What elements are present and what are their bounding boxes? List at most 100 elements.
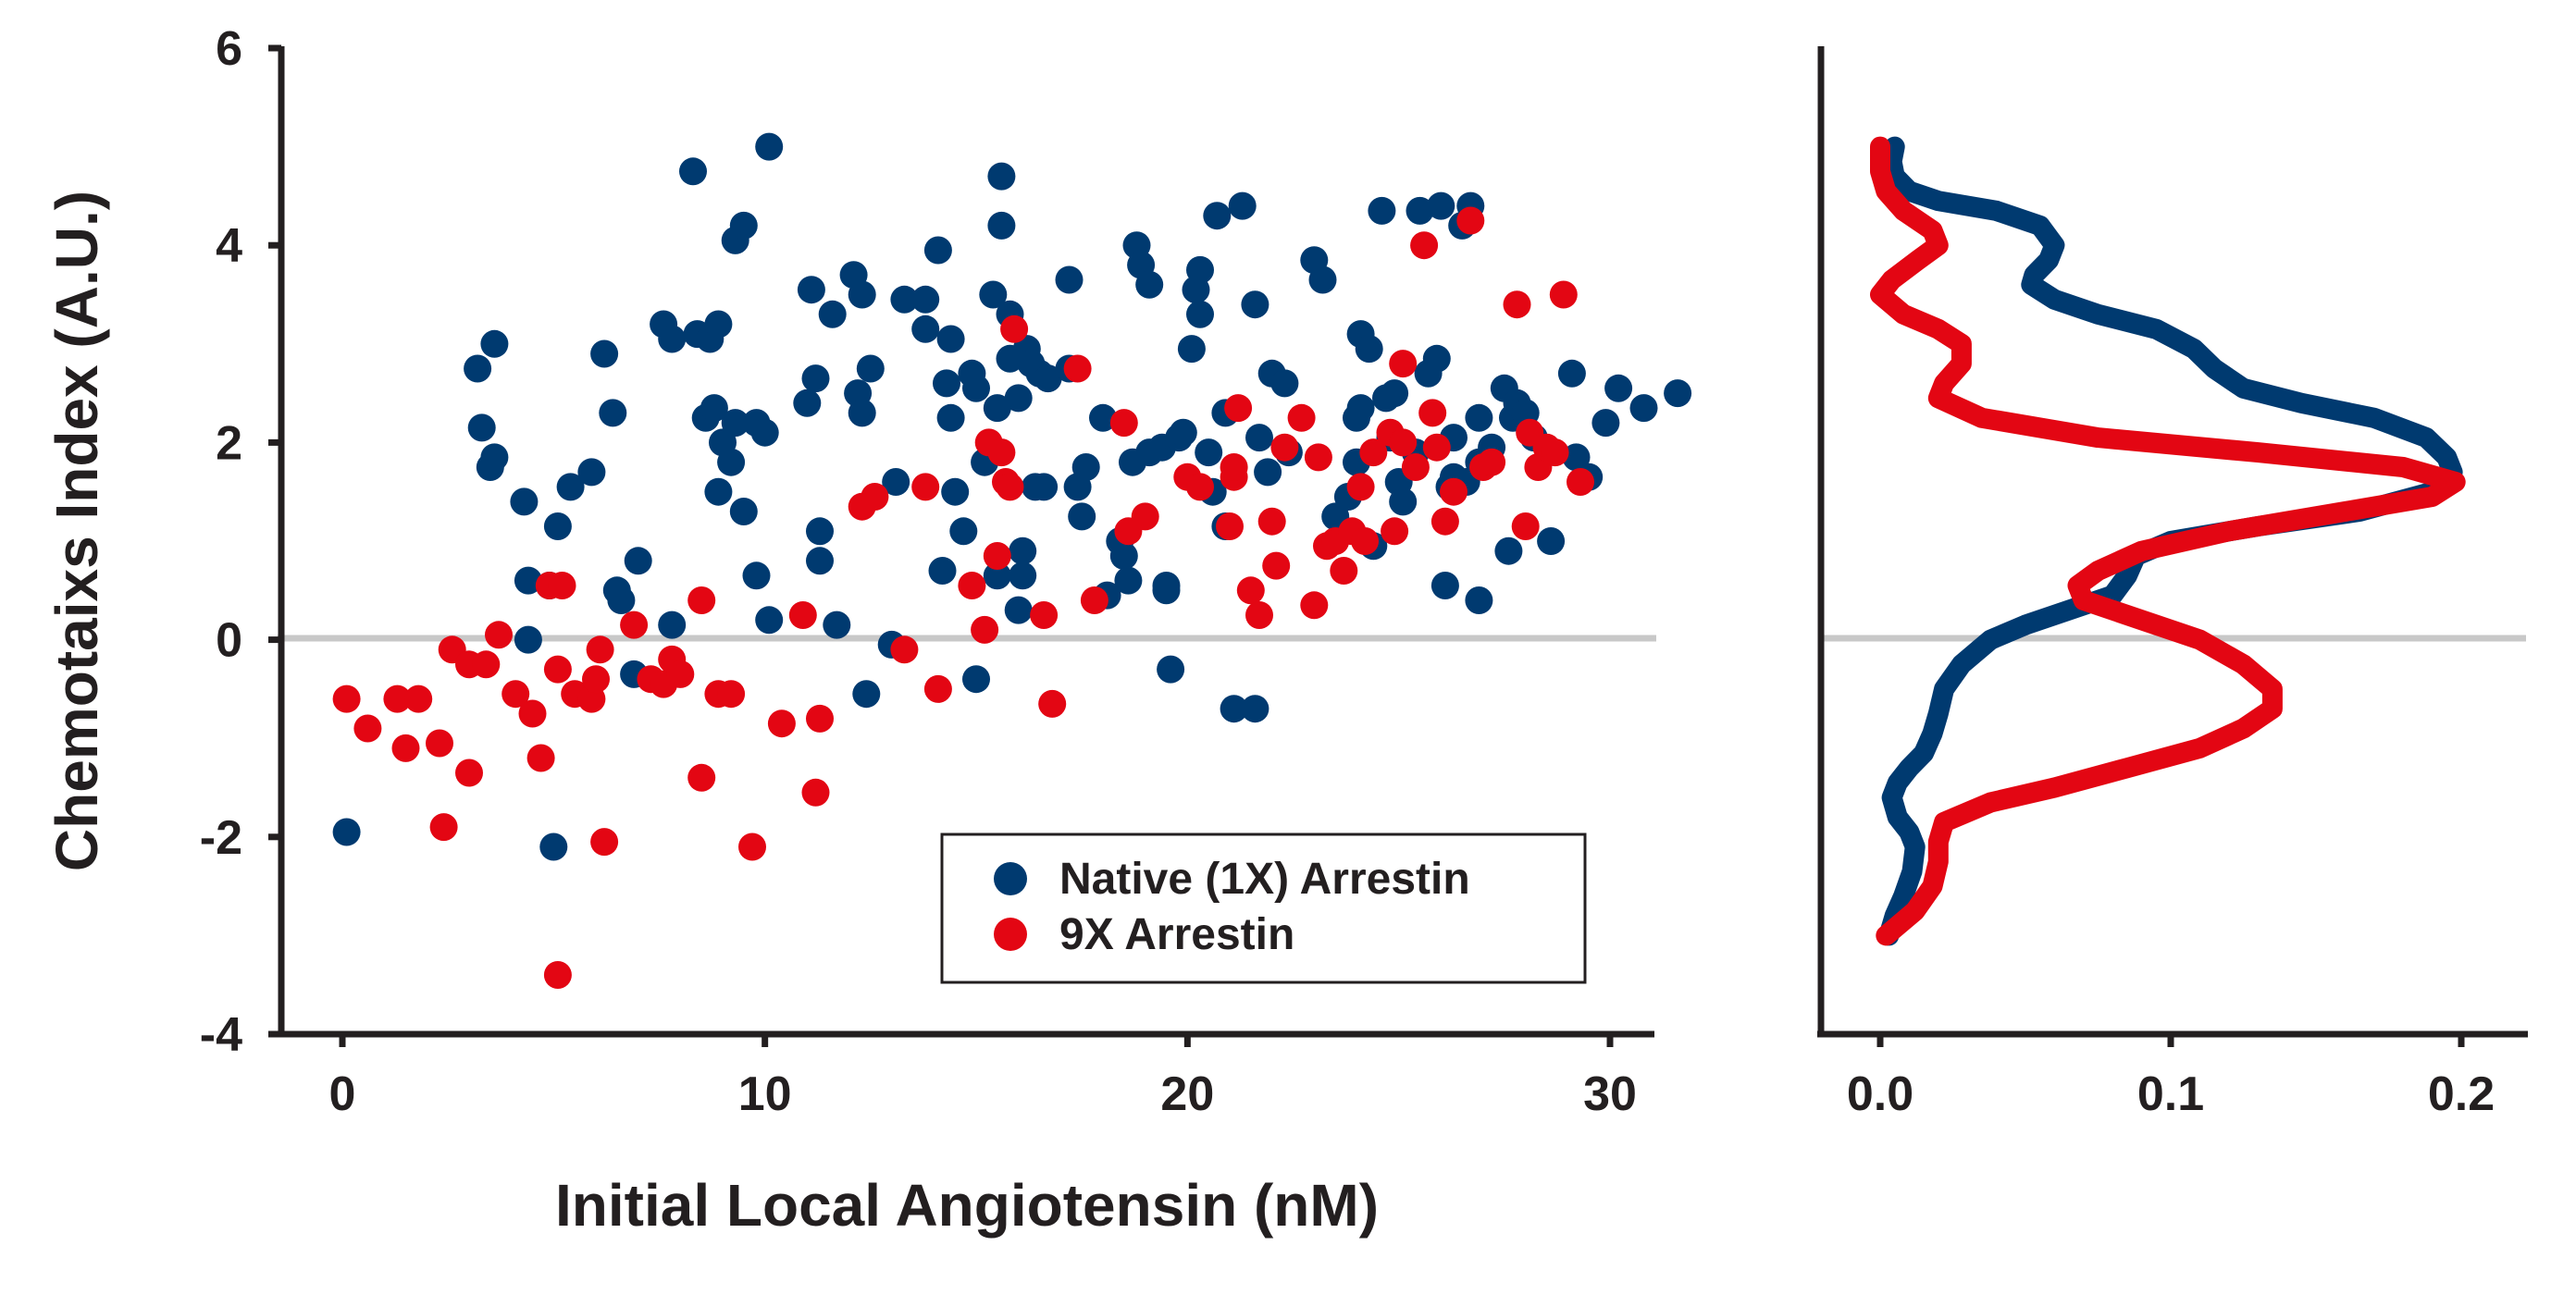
nine-x-point-84 [1410, 231, 1439, 260]
native-point-63 [941, 477, 970, 506]
native-point-71 [983, 561, 1011, 590]
native-point-54 [882, 468, 910, 496]
native-point-39 [755, 606, 784, 635]
nine-x-point-77 [1351, 527, 1380, 555]
native-point-134 [1368, 196, 1396, 225]
nine-x-point-98 [1567, 468, 1594, 496]
native-point-77 [1004, 596, 1033, 624]
native-point-166 [1629, 394, 1658, 423]
native-point-137 [1381, 379, 1409, 408]
nine-x-point-71 [1304, 443, 1332, 472]
native-point-145 [1430, 572, 1459, 599]
native-point-160 [1537, 527, 1566, 555]
native-point-62 [936, 403, 965, 432]
nine-x-point-47 [987, 438, 1016, 467]
native-point-1 [464, 354, 492, 383]
native-point-36 [742, 561, 771, 590]
nine-x-point-89 [1456, 206, 1485, 235]
nine-x-point-55 [1109, 409, 1138, 438]
native-point-79 [1009, 561, 1037, 590]
nine-x-point-99 [1511, 512, 1540, 540]
native-point-123 [1270, 369, 1299, 398]
native-point-38 [755, 132, 784, 161]
nine-x-point-67 [1262, 551, 1291, 580]
nine-x-point-0 [332, 684, 361, 713]
legend: Native (1X) Arrestin 9X Arrestin [940, 832, 1587, 984]
native-point-168 [1465, 586, 1493, 614]
native-point-12 [577, 458, 606, 487]
nine-x-point-54 [1080, 586, 1108, 614]
native-point-85 [1034, 364, 1062, 393]
nine-x-point-88 [1440, 477, 1468, 506]
nine-x-point-66 [1257, 507, 1286, 536]
native-point-117 [1228, 191, 1257, 220]
native-point-55 [890, 285, 919, 314]
nine-x-point-80 [1381, 517, 1409, 546]
x-axis-title: Initial Local Angiotensin (nM) [555, 1172, 1379, 1239]
dist-x-tick-label-0.2: 0.2 [2428, 1067, 2495, 1121]
native-point-113 [1203, 202, 1232, 230]
native-point-99 [1135, 270, 1164, 299]
nine-x-point-78 [1359, 438, 1388, 467]
y-tick-label--2: -2 [200, 811, 242, 865]
native-point-72 [987, 162, 1016, 191]
scatter-ticks: -4 -2 0 2 4 6 0 10 20 30 [200, 22, 1637, 1121]
legend-label-native: Native (1X) Arrestin [1059, 855, 1470, 904]
nine-x-point-85 [1418, 399, 1447, 427]
native-point-171 [539, 832, 568, 861]
native-point-76 [1004, 384, 1033, 413]
nine-x-point-69 [1287, 403, 1316, 432]
nine-x-point-14 [526, 744, 555, 772]
y-tick-label-4: 4 [216, 219, 242, 273]
nine-x-point-52 [1038, 689, 1067, 718]
scatter-panel: -4 -2 0 2 4 6 0 10 20 30 Initial Local Angiotensi… [43, 22, 1692, 1239]
native-point-120 [1245, 424, 1273, 452]
nine-x-point-34 [767, 709, 796, 738]
native-point-2 [480, 329, 509, 358]
nine-x-point-37 [806, 704, 834, 733]
native-point-66 [962, 374, 990, 402]
native-point-165 [1604, 374, 1633, 402]
native-point-104 [1157, 655, 1185, 684]
nine-x-point-96 [1541, 438, 1569, 467]
nine-x-point-63 [1224, 394, 1253, 423]
nine-x-point-57 [1131, 502, 1159, 531]
nine-x-point-42 [923, 674, 952, 703]
scatter-points [332, 132, 1692, 989]
native-point-43 [806, 547, 834, 575]
nine-x-point-91 [1478, 448, 1506, 476]
legend-marker-native [994, 862, 1027, 895]
native-point-70 [983, 394, 1011, 423]
nine-x-point-83 [1401, 453, 1430, 481]
native-point-143 [1422, 344, 1451, 373]
nine-x-point-76 [1346, 473, 1375, 501]
native-point-162 [1562, 443, 1591, 472]
nine-x-point-28 [666, 660, 695, 688]
native-point-31 [721, 409, 749, 438]
nine-x-point-2 [383, 684, 412, 713]
dist-x-tick-label-0.1: 0.1 [2137, 1067, 2204, 1121]
nine-x-point-50 [1000, 314, 1029, 343]
nine-x-point-16 [543, 655, 572, 684]
nine-x-point-43 [958, 572, 986, 599]
native-point-59 [928, 557, 957, 585]
native-point-151 [1465, 403, 1493, 432]
native-point-8 [514, 625, 542, 654]
native-point-11 [556, 473, 585, 501]
native-point-22 [679, 157, 707, 186]
native-point-26 [700, 394, 728, 423]
nine-x-point-59 [1186, 473, 1214, 501]
nine-x-point-82 [1389, 350, 1418, 378]
native-point-84 [1030, 473, 1059, 501]
y-tick-label--4: -4 [200, 1008, 242, 1062]
native-point-20 [658, 325, 687, 353]
native-point-107 [1177, 335, 1206, 364]
nine-x-point-64 [1236, 576, 1265, 605]
nine-x-point-62 [1220, 453, 1248, 481]
nine-x-point-81 [1389, 428, 1418, 457]
native-point-131 [1346, 394, 1375, 423]
native-point-37 [750, 418, 779, 447]
native-point-45 [818, 300, 847, 328]
native-point-18 [624, 547, 652, 575]
